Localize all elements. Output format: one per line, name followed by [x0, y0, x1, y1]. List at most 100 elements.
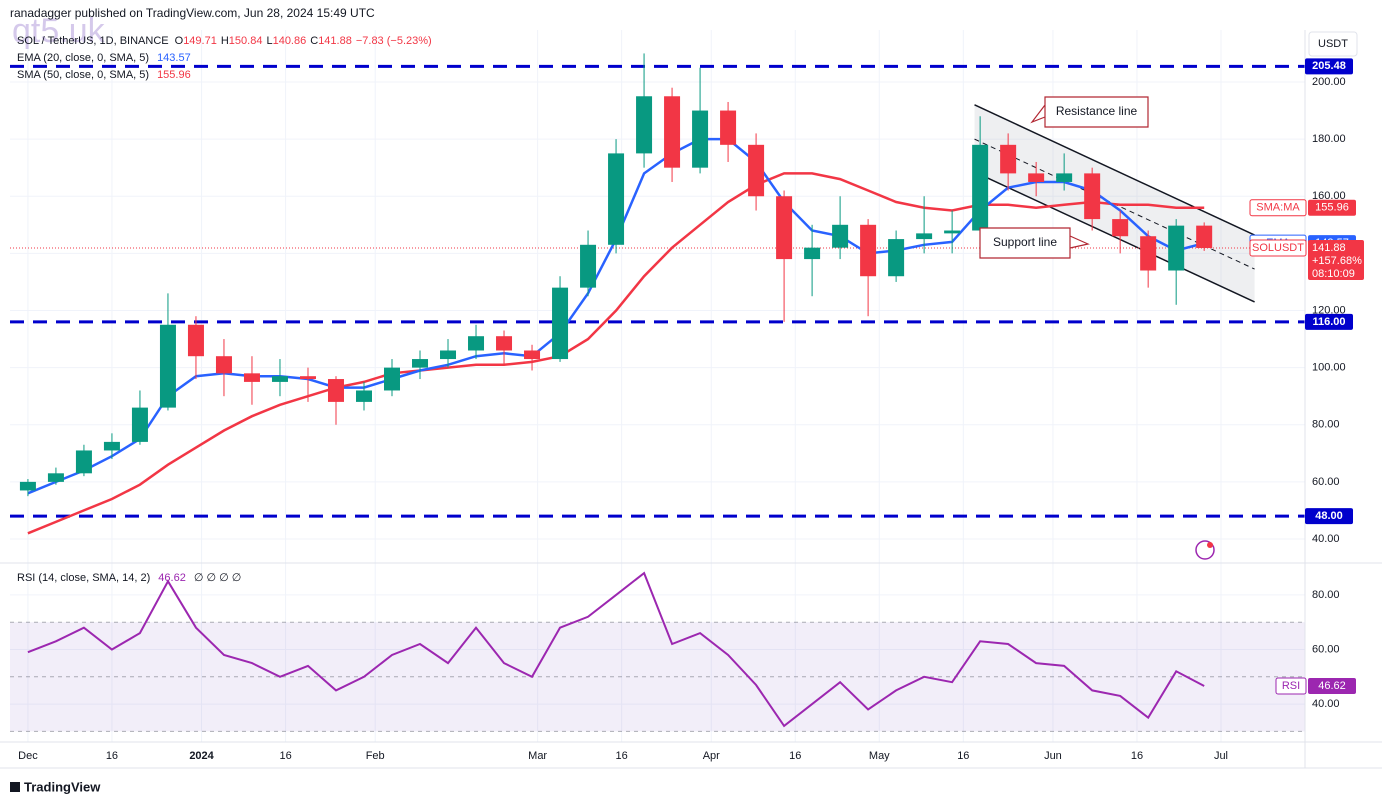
candle-body	[1112, 219, 1129, 237]
rsi-tag-name-text: RSI	[1282, 680, 1300, 692]
candle-body	[159, 324, 176, 408]
candle-body	[187, 324, 204, 357]
candle-body	[103, 441, 120, 451]
candle-body	[1140, 236, 1157, 271]
icon-circle[interactable]	[1195, 540, 1215, 560]
candle-body	[664, 96, 681, 168]
candle-body	[215, 356, 232, 374]
candle-body	[327, 379, 344, 402]
level-tag	[1305, 508, 1353, 525]
candle-body	[299, 376, 316, 380]
y-tick-label: 180.00	[1312, 133, 1346, 145]
rsi-tick-label: 80.00	[1312, 589, 1340, 601]
x-tick-label: Apr	[703, 750, 720, 762]
candle-body	[131, 407, 148, 442]
y-tick-label: 200.00	[1312, 76, 1346, 88]
x-tick-label: 16	[957, 750, 969, 762]
level-label: 205.48	[1312, 60, 1346, 72]
y-tick-label: 120.00	[1312, 304, 1346, 316]
candle-body	[440, 350, 457, 360]
candle-body	[1196, 225, 1213, 248]
candle-body	[608, 153, 625, 245]
currency-box[interactable]	[1308, 31, 1358, 57]
candle-body	[580, 244, 597, 288]
legend-text: 155.96	[157, 69, 191, 81]
legend-text: 149.71	[183, 35, 217, 47]
replay-icon[interactable]	[1195, 540, 1215, 560]
axis-tag-name-text: SMA:MA	[1256, 202, 1300, 214]
candle-body	[720, 110, 737, 145]
grid	[10, 30, 1305, 742]
legend-text: RSI (14, close, SMA, 14, 2)	[17, 572, 150, 584]
x-tick-label: Jul	[1214, 750, 1228, 762]
candle-body	[944, 230, 961, 234]
price-tag-name-text: SOLUSDT	[1252, 242, 1304, 254]
legend-text: 46.62	[158, 572, 186, 584]
legend-text: L	[266, 35, 272, 47]
level-label: 116.00	[1312, 316, 1345, 328]
legend-text: −7.83 (−5.23%)	[356, 35, 432, 47]
axis-tag	[1308, 199, 1356, 216]
candle-body	[19, 481, 36, 491]
legend-text: 140.86	[273, 35, 307, 47]
candle-body	[916, 233, 933, 240]
price-tag	[1308, 239, 1364, 280]
price-tag-name	[1249, 239, 1307, 257]
candle-body	[804, 247, 821, 260]
x-tick-label: Dec	[18, 750, 38, 762]
price-tag-change: +157.68%	[1312, 255, 1362, 267]
candle-body	[468, 336, 485, 351]
candle-body	[271, 376, 288, 382]
candle-body	[1056, 173, 1073, 182]
candle-body	[748, 144, 765, 197]
candle-body	[888, 239, 905, 277]
candle-body	[412, 359, 429, 368]
candle-body	[47, 473, 64, 482]
candle-body	[355, 390, 372, 402]
y-tick-label: 80.00	[1312, 419, 1340, 431]
y-tick-label: 160.00	[1312, 190, 1346, 202]
candle-body	[75, 450, 92, 474]
legend-text: SMA (50, close, 0, SMA, 5)	[17, 69, 149, 81]
plot	[10, 53, 1305, 732]
candle-body	[776, 196, 793, 260]
y-tick-label: 40.00	[1312, 533, 1340, 545]
legend-text: H	[221, 35, 229, 47]
rsi-tag-value: 46.62	[1318, 680, 1346, 692]
sma-line	[27, 172, 1205, 535]
brand-logo	[10, 782, 20, 792]
legend-text: ∅ ∅ ∅ ∅	[194, 572, 242, 584]
x-tick-label: Mar	[528, 750, 547, 762]
annotation: Support line	[993, 235, 1057, 249]
currency[interactable]: USDT	[1318, 38, 1348, 50]
candle-body	[972, 144, 989, 231]
level-label: 48.00	[1315, 510, 1343, 522]
candle-body	[552, 287, 569, 360]
candle-body	[692, 110, 709, 168]
icon-dot[interactable]	[1207, 542, 1213, 548]
candle-body	[1168, 225, 1185, 271]
x-tick-label: 2024	[189, 750, 214, 762]
rsi-tag	[1308, 678, 1356, 695]
legend-text: C	[310, 35, 318, 47]
rsi-tick-label: 60.00	[1312, 643, 1340, 655]
legend-text: SOL / TetherUS, 1D, BINANCE	[17, 35, 169, 47]
brand: TradingView	[24, 779, 101, 794]
rsi-band	[10, 622, 1305, 732]
x-tick-label: 16	[1131, 750, 1143, 762]
price-tag-value: 141.88	[1312, 242, 1346, 254]
legend-text: EMA (20, close, 0, SMA, 5)	[17, 52, 149, 64]
legend-text: O	[175, 35, 184, 47]
axis-tag-value: 155.96	[1315, 202, 1349, 214]
x-tick-label: Feb	[366, 750, 385, 762]
candle-body	[832, 224, 849, 248]
legend: SOL / TetherUS, 1D, BINANCE O 149.71 H 150.8…	[17, 35, 432, 584]
x-tick-label: 16	[279, 750, 291, 762]
x-tick-label: May	[869, 750, 890, 762]
legend-text: 150.84	[229, 35, 263, 47]
x-tick-label: 16	[789, 750, 801, 762]
y-tick-label: 60.00	[1312, 476, 1340, 488]
candle-body	[1000, 144, 1017, 174]
